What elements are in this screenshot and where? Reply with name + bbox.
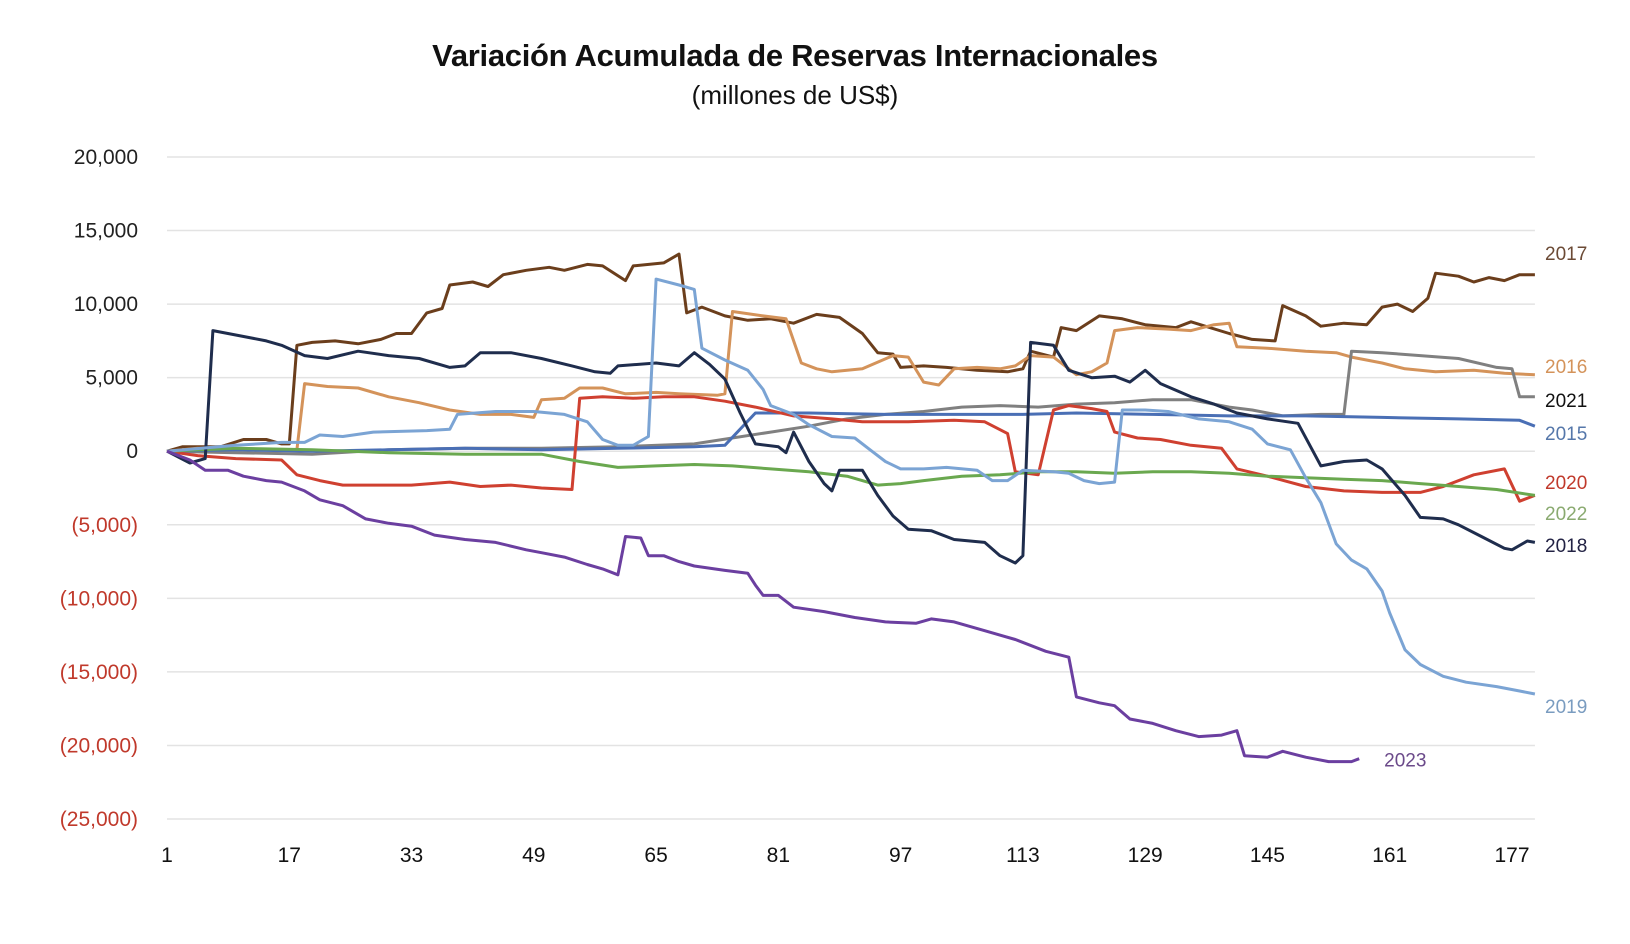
x-tick-label: 17 xyxy=(278,844,301,867)
y-tick-label: (25,000) xyxy=(60,808,138,831)
y-tick-label: (10,000) xyxy=(60,587,138,610)
y-tick-label: 10,000 xyxy=(74,293,138,316)
series-label-2016: 2016 xyxy=(1545,357,1587,378)
series-line-2015 xyxy=(166,411,1536,453)
x-tick-label: 81 xyxy=(767,844,790,867)
y-tick-label: (15,000) xyxy=(60,661,138,684)
series-line-2018 xyxy=(166,329,1536,565)
series-label-2018: 2018 xyxy=(1545,536,1587,557)
series-label-2019: 2019 xyxy=(1545,697,1587,718)
x-tick-label: 145 xyxy=(1250,844,1285,867)
series-labels: 2017 2016 2021 2015 2020 2022 2018 2019 2023 xyxy=(1384,244,1587,772)
chart-subtitle: (millones de US$) xyxy=(691,80,899,110)
y-tick-label: 5,000 xyxy=(85,367,138,390)
chart-title: Variación Acumulada de Reservas Internac… xyxy=(432,38,1158,73)
series-label-2023: 2023 xyxy=(1384,751,1426,772)
series-label-2020: 2020 xyxy=(1545,473,1587,494)
y-tick-label: 20,000 xyxy=(74,146,138,169)
y-axis: 20,000 15,000 10,000 5,000 0 (5,000) (10,000) (… xyxy=(60,146,138,831)
y-tick-label: 15,000 xyxy=(74,220,138,243)
x-tick-label: 49 xyxy=(522,844,545,867)
series-line-2016 xyxy=(166,310,1535,453)
x-tick-label: 65 xyxy=(644,844,667,867)
x-tick-label: 113 xyxy=(1006,844,1039,867)
x-tick-label: 161 xyxy=(1372,844,1407,867)
y-tick-label: 0 xyxy=(126,440,138,463)
series-label-2017: 2017 xyxy=(1545,244,1587,265)
x-tick-label: 1 xyxy=(161,844,173,867)
series-label-2021: 2021 xyxy=(1545,391,1587,412)
series-line-2017 xyxy=(166,252,1535,453)
x-tick-label: 33 xyxy=(400,844,423,867)
series-line-2020 xyxy=(166,395,1536,503)
x-tick-label: 129 xyxy=(1128,844,1163,867)
y-tick-label: (5,000) xyxy=(71,514,138,537)
series-line-2022 xyxy=(166,446,1536,497)
x-tick-label: 177 xyxy=(1494,844,1529,867)
series-line-2023 xyxy=(166,449,1360,764)
x-axis: 1 17 33 49 65 81 97 113 129 145 161 177 xyxy=(161,844,1529,867)
series-lines xyxy=(166,252,1536,764)
series-label-2022: 2022 xyxy=(1545,504,1587,525)
x-tick-label: 97 xyxy=(889,844,912,867)
y-tick-label: (20,000) xyxy=(60,734,138,757)
series-label-2015: 2015 xyxy=(1545,424,1587,445)
series-line-2019 xyxy=(166,277,1536,696)
